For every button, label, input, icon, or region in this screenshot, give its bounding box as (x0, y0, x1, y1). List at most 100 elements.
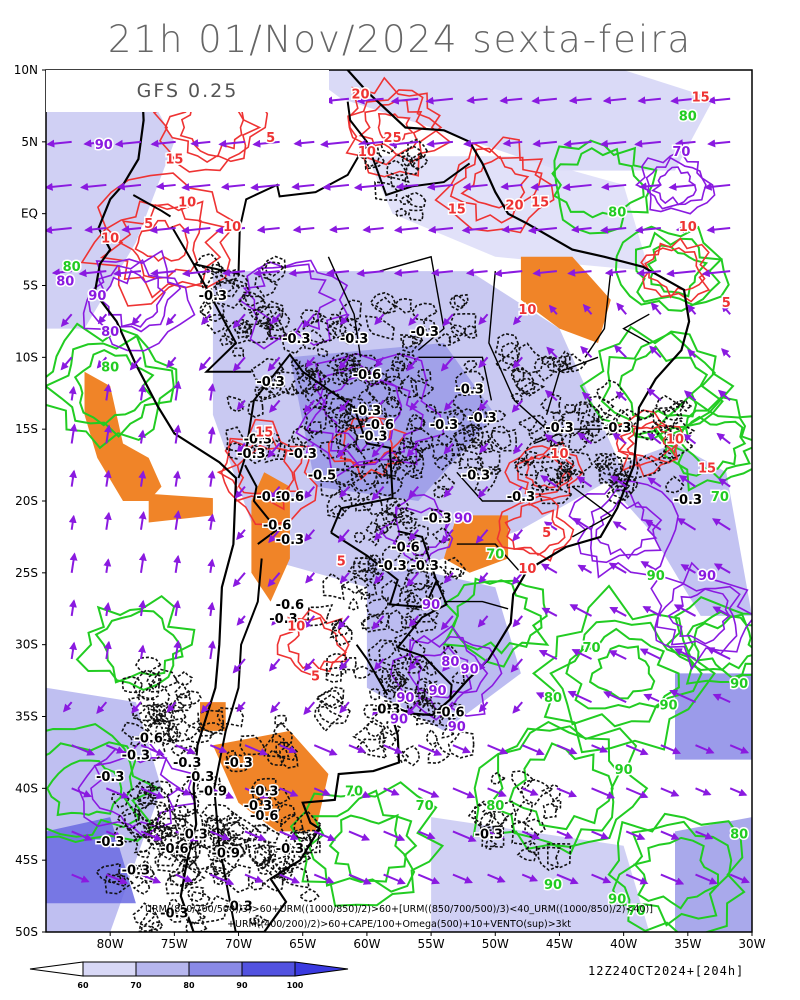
omega-contour (374, 181, 399, 201)
contour-label: 15 (692, 91, 710, 106)
wind-arrow (642, 606, 662, 617)
omega-contour (284, 828, 313, 855)
green-contour (486, 720, 621, 856)
wind-arrow (426, 182, 454, 191)
omega-contour (169, 912, 182, 923)
wind-arrow (303, 658, 316, 672)
wind-arrow (478, 313, 489, 326)
omega-contour (540, 783, 562, 802)
wind-arrow (293, 139, 315, 148)
omega-contour (212, 871, 227, 886)
omega-contour (350, 352, 380, 373)
omega-contour (329, 503, 345, 516)
wind-arrow (114, 139, 142, 148)
lon-label: 55W (418, 937, 445, 951)
green-contour (531, 584, 716, 754)
omega-contour (206, 844, 227, 862)
omega-contour (168, 865, 206, 887)
lon-label: 80W (97, 937, 124, 951)
wind-arrow (71, 744, 96, 756)
red-contour (287, 616, 348, 671)
omega-contour (461, 423, 476, 436)
wind-arrow (207, 383, 216, 401)
contour-label: 90 (615, 763, 633, 778)
cape-area (520, 256, 611, 343)
wind-arrow (131, 313, 142, 326)
omega-contour (451, 391, 483, 419)
omega-contour (433, 485, 448, 499)
wind-arrow (279, 744, 298, 754)
omega-contour (302, 320, 338, 344)
omega-contour (451, 671, 466, 685)
wind-arrow (500, 182, 523, 191)
wind-arrow (441, 701, 454, 715)
state-border (456, 543, 522, 574)
omega-contour (266, 324, 287, 340)
omega-contour (448, 335, 461, 344)
omega-contour (660, 434, 694, 459)
contour-label: 15 (531, 195, 549, 210)
purple-contour (667, 588, 731, 645)
contour-label: 80 (608, 206, 626, 221)
wind-arrow (581, 391, 593, 402)
omega-contour (431, 701, 443, 714)
omega-contour (399, 195, 413, 205)
legend-swatch (82, 961, 137, 977)
omega-contour (256, 379, 289, 401)
contour-label: -0.3 (122, 749, 150, 764)
omega-contour (412, 469, 423, 480)
lat-label: 5N (21, 135, 38, 149)
wind-arrow (511, 399, 523, 413)
omega-contour (429, 508, 449, 522)
omega-contour (528, 419, 550, 441)
state-border (571, 486, 613, 538)
omega-contour (308, 369, 332, 392)
wind-arrow (207, 601, 216, 617)
omega-contour (495, 355, 517, 371)
omega-contour (264, 261, 285, 277)
omega-contour (385, 510, 399, 523)
omega-contour (266, 748, 286, 767)
omega-contour (382, 545, 402, 565)
wind-arrow (487, 787, 507, 798)
lon-label: 65W (289, 937, 316, 951)
red-contour (460, 155, 530, 209)
omega-contour (328, 317, 363, 343)
wind-arrow (512, 356, 523, 369)
wind-arrow (477, 615, 489, 628)
omega-contour (380, 134, 400, 155)
contour-label: 5 (266, 131, 275, 146)
wind-arrow (175, 873, 194, 883)
wind-arrow (337, 529, 350, 543)
contour-label: 15 (165, 152, 183, 167)
contour-label: -0.6 (276, 490, 304, 505)
omega-contour (510, 820, 538, 846)
omega-contour (385, 367, 401, 383)
cape-area (212, 730, 329, 832)
omega-contour (140, 924, 153, 932)
red-contour (377, 112, 415, 146)
omega-contour (348, 597, 359, 611)
wind-arrow (131, 701, 142, 714)
wind-arrow (303, 701, 316, 715)
omega-contour (136, 800, 169, 822)
red-contour (117, 203, 202, 280)
legend-swatch (294, 961, 349, 977)
omega-contour (174, 682, 192, 699)
wind-arrow (487, 873, 506, 883)
contour-label: 10 (287, 619, 305, 634)
legend-tick-label: 60 (77, 981, 89, 990)
omega-contour (397, 374, 419, 399)
lat-label: 45S (15, 853, 38, 867)
wind-arrow (69, 599, 77, 617)
omega-contour (408, 690, 424, 705)
omega-contour (433, 455, 453, 471)
omega-contour (405, 603, 440, 623)
omega-contour (451, 443, 467, 456)
omega-contour (219, 335, 235, 347)
wind-arrow (371, 442, 385, 458)
omega-contour (514, 459, 539, 477)
omega-contour (248, 305, 273, 322)
omega-contour (510, 367, 525, 383)
omega-contour (578, 420, 612, 444)
